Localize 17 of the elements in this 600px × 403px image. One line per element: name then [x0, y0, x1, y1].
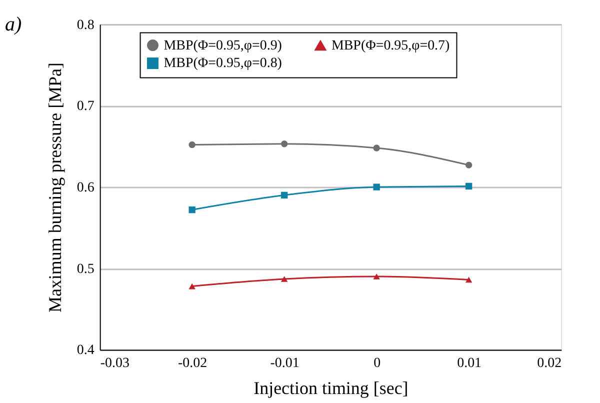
legend-label: MBP(Φ=0.95,φ=0.8) — [164, 56, 282, 72]
legend-label: MBP(Φ=0.95,φ=0.7) — [331, 38, 450, 54]
y-tick-label: 0.5 — [76, 262, 94, 277]
legend-label: MBP(Φ=0.95,φ=0.9) — [164, 38, 282, 54]
text: a) — [4, 13, 22, 36]
x-tick-label: 0 — [374, 356, 381, 372]
y-axis-title: Maximum burning pressure [MPa] — [44, 62, 65, 313]
x-tick-label: 0.02 — [537, 356, 562, 372]
y-tick-label: 0.6 — [76, 180, 94, 196]
x-tick-label: -0.02 — [178, 356, 208, 372]
y-tick-label: 0.4 — [76, 343, 94, 358]
x-tick-label: -0.01 — [270, 356, 300, 372]
x-axis-title: Injection timing [sec] — [254, 378, 408, 398]
y-tick-label: 0.7 — [76, 99, 94, 114]
x-tick-label: 0.01 — [457, 356, 482, 372]
x-tick-label: -0.03 — [100, 356, 130, 372]
y-tick-label: 0.8 — [76, 18, 94, 33]
